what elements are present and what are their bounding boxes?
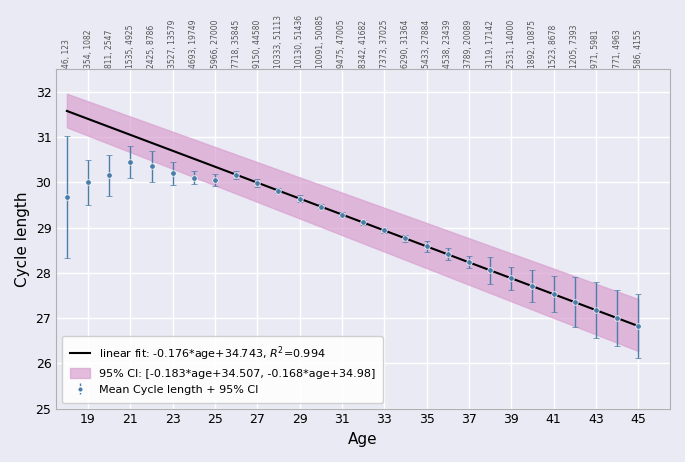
Text: 1892, 10875: 1892, 10875 bbox=[528, 20, 537, 68]
Text: 3119, 17142: 3119, 17142 bbox=[486, 20, 495, 68]
Text: 771, 4963: 771, 4963 bbox=[612, 30, 621, 68]
Text: 10333, 51113: 10333, 51113 bbox=[274, 15, 283, 68]
Text: 1205, 7393: 1205, 7393 bbox=[571, 24, 580, 68]
Text: 6290, 31364: 6290, 31364 bbox=[401, 20, 410, 68]
Text: 4693, 19749: 4693, 19749 bbox=[189, 20, 199, 68]
Text: 4538, 23439: 4538, 23439 bbox=[443, 20, 452, 68]
Text: 2531, 14000: 2531, 14000 bbox=[507, 20, 516, 68]
Text: 586, 4155: 586, 4155 bbox=[634, 30, 643, 68]
Text: 5966, 27000: 5966, 27000 bbox=[210, 20, 219, 68]
Text: 5433, 27884: 5433, 27884 bbox=[422, 20, 431, 68]
Text: 10130, 51436: 10130, 51436 bbox=[295, 15, 304, 68]
Text: 3527, 13579: 3527, 13579 bbox=[169, 20, 177, 68]
Text: 1523, 8678: 1523, 8678 bbox=[549, 25, 558, 68]
Text: 3789, 20089: 3789, 20089 bbox=[464, 20, 473, 68]
Text: 811, 2547: 811, 2547 bbox=[105, 30, 114, 68]
Text: 8342, 41682: 8342, 41682 bbox=[359, 20, 368, 68]
Text: 9475, 47005: 9475, 47005 bbox=[338, 19, 347, 68]
Text: 354, 1082: 354, 1082 bbox=[84, 30, 92, 68]
Text: 9150, 44580: 9150, 44580 bbox=[253, 20, 262, 68]
Text: 1535, 4925: 1535, 4925 bbox=[126, 24, 135, 68]
Text: 46, 123: 46, 123 bbox=[62, 39, 71, 68]
X-axis label: Age: Age bbox=[349, 432, 378, 447]
Text: 971, 5981: 971, 5981 bbox=[591, 30, 601, 68]
Legend: linear fit: -0.176*age+34.743, $R^2$=0.994, 95% CI: [-0.183*age+34.507, -0.168*a: linear fit: -0.176*age+34.743, $R^2$=0.9… bbox=[62, 336, 383, 403]
Text: 7373, 37025: 7373, 37025 bbox=[379, 20, 389, 68]
Text: 7718, 35845: 7718, 35845 bbox=[232, 20, 240, 68]
Text: 2425, 8786: 2425, 8786 bbox=[147, 25, 156, 68]
Y-axis label: Cycle length: Cycle length bbox=[15, 191, 30, 286]
Text: 10091, 50085: 10091, 50085 bbox=[316, 15, 325, 68]
